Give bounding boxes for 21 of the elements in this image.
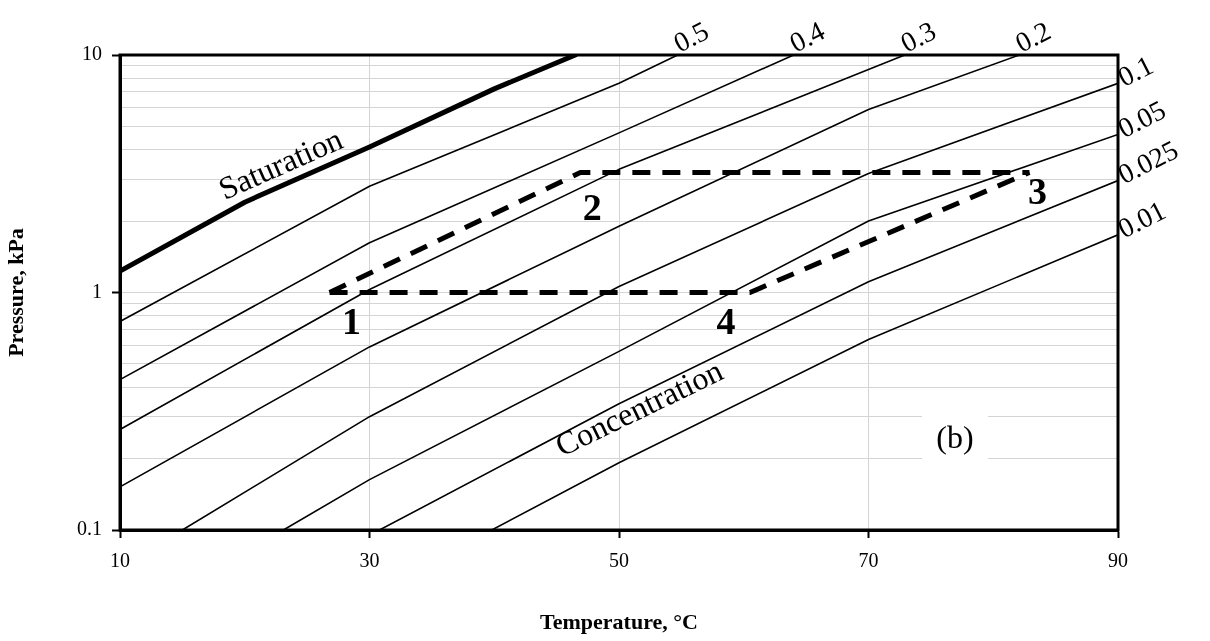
y-axis-title: Pressure, kPa: [2, 228, 28, 357]
x-tick-label: 30: [359, 549, 380, 572]
annotation: 3: [1027, 170, 1047, 213]
text: 0.5: [668, 14, 714, 59]
y-tick-label: 10: [82, 42, 102, 65]
text: 0.2: [1010, 14, 1056, 59]
x-tick-label: 70: [858, 549, 879, 572]
x-tick-label: 50: [609, 549, 629, 572]
x-axis-title: Temperature, °C: [540, 609, 698, 635]
text: 0.3: [895, 14, 941, 59]
text: 0.1: [1112, 49, 1158, 93]
text: 0.4: [784, 14, 830, 59]
annotation: (b): [936, 419, 974, 456]
annotation: 1: [342, 300, 362, 343]
annotation: 2: [582, 186, 602, 229]
x-tick-label: 10: [110, 549, 130, 572]
x-tick-label: 90: [1108, 549, 1128, 572]
annotation: 4: [716, 300, 736, 343]
text: 0.01: [1112, 194, 1171, 245]
y-tick-label: 1: [92, 279, 102, 302]
y-tick-label: 0.1: [77, 517, 102, 540]
